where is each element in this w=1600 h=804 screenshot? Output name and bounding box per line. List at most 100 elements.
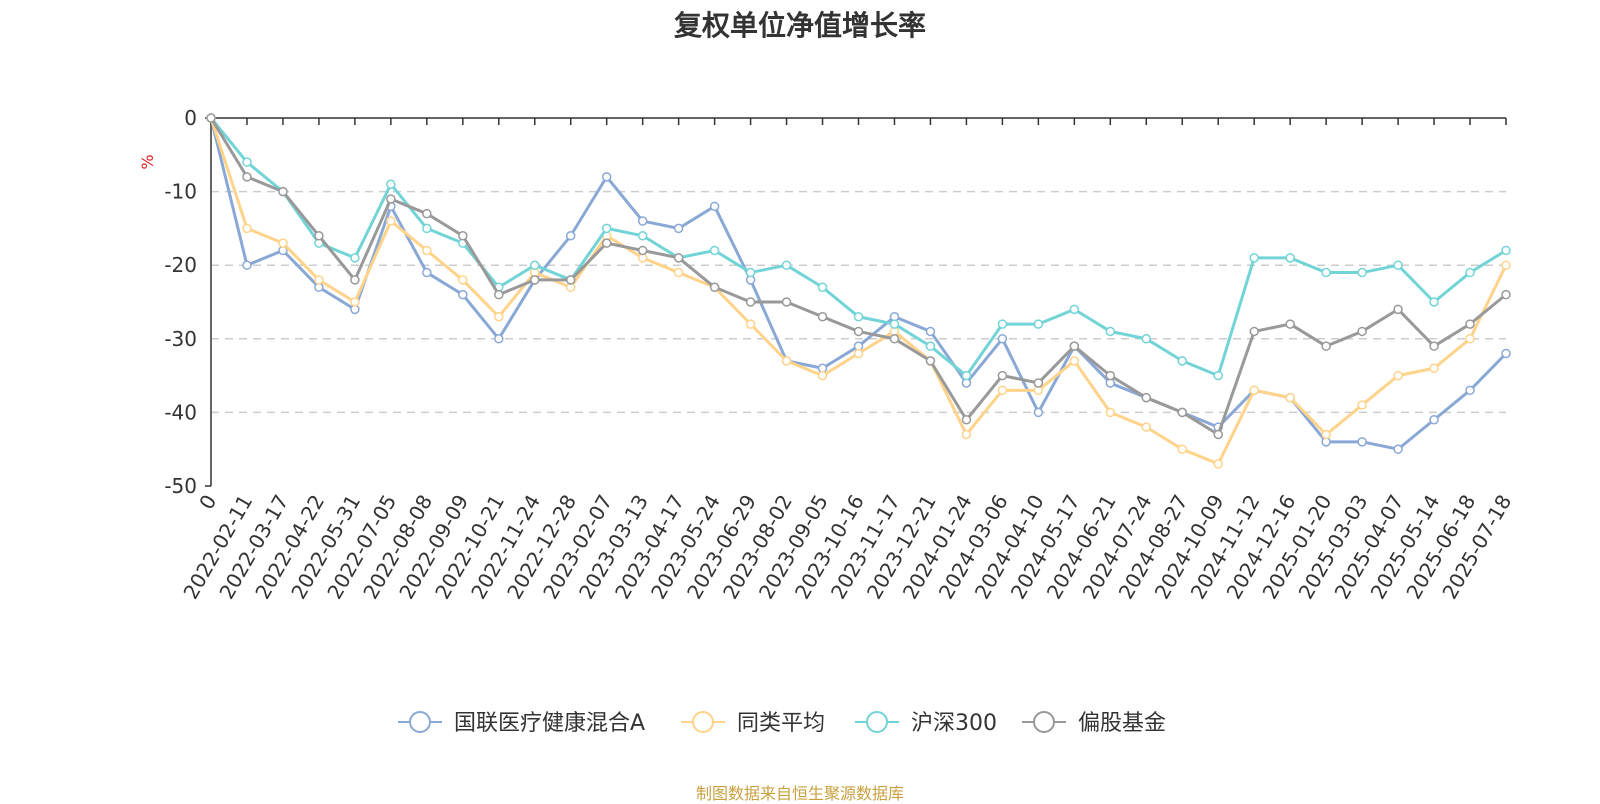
series-line	[209, 117, 1507, 436]
data-point	[1465, 385, 1475, 396]
data-point	[709, 282, 720, 293]
legend-item: 沪深300	[855, 711, 997, 736]
data-point	[1429, 363, 1439, 373]
data-point	[1033, 319, 1044, 329]
data-point	[242, 223, 252, 234]
y-tick-label: -50	[164, 474, 197, 498]
data-point	[1213, 459, 1223, 469]
data-point	[925, 356, 936, 366]
data-point	[1069, 356, 1080, 366]
data-point	[1249, 326, 1259, 337]
data-point	[781, 260, 792, 270]
data-point	[530, 260, 540, 270]
series-国联医疗健康混合A	[206, 113, 1511, 454]
series-line	[209, 117, 1508, 451]
legend-label: 国联医疗健康混合A	[454, 711, 645, 736]
axis-layer: 0-10-20-30-40-5002022-02-112022-03-17202…	[164, 106, 1516, 603]
grid-layer	[211, 190, 1506, 414]
data-point	[745, 297, 756, 307]
data-point	[350, 297, 360, 307]
data-point	[1501, 348, 1511, 359]
y-tick-label: -10	[164, 180, 197, 204]
data-point	[637, 231, 648, 241]
y-tick-label: 0	[184, 106, 197, 130]
data-point	[1429, 415, 1439, 425]
data-point	[242, 172, 252, 182]
y-tick-label: -20	[164, 253, 197, 277]
data-point	[1357, 437, 1367, 447]
data-point	[1105, 370, 1116, 381]
data-point	[1465, 319, 1475, 329]
data-point	[781, 356, 792, 366]
y-tick-label: -30	[164, 327, 197, 351]
legend: 国联医疗健康混合A 同类平均 沪深300 偏股基金	[398, 711, 1166, 736]
data-point	[278, 186, 288, 197]
data-point	[314, 231, 324, 241]
data-point	[1033, 378, 1044, 388]
data-point	[601, 223, 612, 234]
data-point	[709, 245, 720, 256]
data-point	[1285, 253, 1295, 263]
legend-label: 沪深300	[911, 711, 997, 736]
data-point	[1429, 297, 1439, 307]
data-point	[458, 231, 468, 241]
series-layer	[206, 113, 1511, 469]
data-point	[1177, 444, 1187, 454]
data-point	[601, 238, 612, 248]
data-point	[997, 319, 1008, 329]
data-point	[1321, 341, 1331, 351]
legend-item: 偏股基金	[1022, 711, 1166, 736]
data-point	[1033, 407, 1044, 418]
data-point	[745, 267, 756, 278]
data-point	[565, 231, 576, 241]
data-point	[1069, 304, 1080, 315]
data-point	[1105, 326, 1116, 337]
data-point	[314, 275, 324, 285]
y-tick-label: -40	[164, 400, 197, 424]
data-point	[458, 275, 468, 285]
data-point	[386, 216, 396, 226]
data-point	[1213, 429, 1223, 440]
data-point	[350, 275, 360, 285]
data-point	[206, 113, 216, 123]
data-point	[925, 326, 936, 337]
data-point	[1141, 334, 1152, 344]
data-point	[494, 334, 504, 344]
line-chart: 0-10-20-30-40-5002022-02-112022-03-17202…	[138, 106, 1516, 736]
data-point	[637, 216, 648, 226]
data-point	[1069, 341, 1080, 351]
data-point	[1249, 385, 1259, 396]
legend-marker	[409, 711, 431, 733]
legend-item: 国联医疗健康混合A	[398, 711, 645, 736]
data-point	[709, 201, 720, 212]
data-point	[817, 282, 828, 293]
data-point	[1429, 341, 1439, 351]
data-point	[853, 311, 864, 322]
data-point	[853, 348, 864, 359]
data-point	[1285, 319, 1295, 329]
data-point	[1501, 289, 1511, 300]
data-point	[925, 341, 936, 351]
data-point	[817, 311, 828, 322]
data-point	[1249, 253, 1259, 263]
data-point	[997, 370, 1008, 381]
data-point	[278, 238, 288, 248]
data-point	[422, 208, 432, 219]
data-point	[1465, 267, 1475, 278]
data-point	[853, 326, 864, 337]
data-point	[781, 297, 792, 307]
data-point	[1357, 267, 1367, 278]
data-point	[422, 223, 432, 234]
data-point	[1501, 245, 1511, 256]
data-point	[1177, 407, 1187, 418]
data-point	[565, 275, 576, 285]
series-同类平均	[206, 113, 1511, 469]
data-point	[1141, 422, 1152, 432]
data-point	[1393, 444, 1403, 454]
data-point	[961, 370, 972, 381]
data-point	[242, 157, 252, 167]
legend-label: 偏股基金	[1078, 711, 1166, 736]
data-point	[673, 223, 684, 234]
data-point	[1393, 260, 1403, 270]
data-point	[673, 253, 684, 263]
